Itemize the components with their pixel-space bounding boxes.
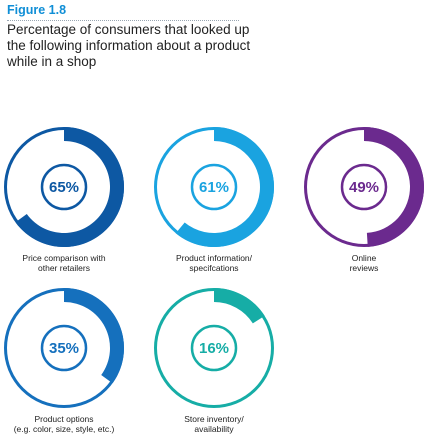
center-ring [40, 163, 88, 211]
donut-5: 16% [154, 288, 274, 408]
caption-line: availability [194, 424, 234, 434]
caption-line: (e.g. color, size, style, etc.) [13, 424, 115, 434]
caption-line: Price comparison with [22, 253, 106, 263]
donut-segment [64, 288, 124, 384]
donut-3: 49% [304, 127, 425, 247]
center-ring [340, 163, 388, 211]
donut-segment [214, 288, 265, 324]
chart-title: Percentage of consumers that looked up t… [7, 22, 251, 69]
percent-label: 35% [49, 340, 79, 357]
caption: Product options (e.g. color, size, style,… [0, 414, 139, 434]
caption-line: other retailers [38, 263, 90, 273]
percent-label: 61% [199, 179, 229, 196]
donut-1: 65% [4, 127, 124, 247]
caption-line: specifcations [189, 263, 239, 273]
donut-segment [175, 127, 275, 248]
percent-label: 65% [49, 179, 79, 196]
center-ring [190, 324, 238, 372]
caption: Online reviews [289, 253, 425, 273]
caption-line: Product options [34, 414, 94, 424]
donut-4: 35% [4, 288, 124, 408]
caption: Store inventory/availability [139, 414, 289, 434]
caption-line: Online [351, 253, 377, 263]
figure-label: Figure 1.8 [7, 3, 67, 17]
caption: Product information/specifcations [139, 253, 289, 273]
center-ring [40, 324, 88, 372]
caption-line: Store inventory/ [184, 414, 244, 424]
figure-divider [7, 20, 239, 21]
donut-segment [364, 127, 425, 247]
caption-line: Product information/ [175, 253, 253, 263]
caption: Price comparison with other retailers [0, 253, 139, 273]
percent-label: 49% [349, 179, 379, 196]
donut-2: 61% [154, 127, 275, 248]
caption-line: reviews [349, 263, 379, 273]
center-ring [190, 163, 238, 211]
percent-label: 16% [199, 340, 229, 357]
